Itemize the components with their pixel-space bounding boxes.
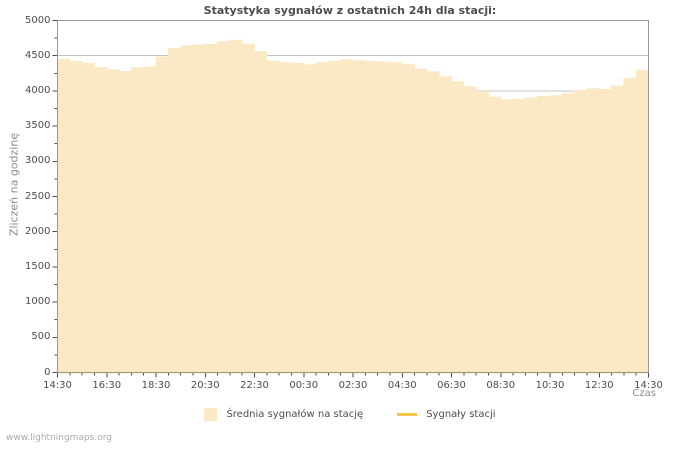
- y-tick-label: 3500: [25, 120, 51, 132]
- x-tick-label: 18:30: [141, 379, 171, 391]
- x-tick-label: 08:30: [486, 379, 516, 391]
- plot-frame: [57, 20, 649, 373]
- y-tick-label: 4000: [25, 84, 51, 96]
- x-tick-label: 14:30: [634, 379, 663, 391]
- y-tick-label: 5000: [25, 14, 51, 26]
- x-tick-label: 16:30: [92, 379, 122, 391]
- line-swatch-icon: [397, 413, 418, 416]
- y-tick-label: 1000: [25, 296, 51, 308]
- x-tick-label: 20:30: [190, 379, 220, 391]
- y-tick-label: 500: [31, 331, 51, 343]
- series-group: [57, 39, 649, 374]
- legend-label-area: Średnia sygnałów na stację: [226, 409, 364, 420]
- x-tick-label: 00:30: [289, 379, 319, 391]
- chart-legend: Średnia sygnałów na stację Sygnały stacj…: [0, 408, 700, 421]
- y-tick-label: 2000: [25, 225, 51, 237]
- x-tick-label: 22:30: [240, 379, 269, 391]
- x-tick-label: 12:30: [584, 379, 614, 391]
- legend-item-area: Średnia sygnałów na stację: [204, 408, 363, 421]
- y-tick-label: 4500: [25, 49, 51, 61]
- area-swatch-icon: [204, 408, 218, 421]
- x-tick-label: 10:30: [535, 379, 565, 391]
- legend-label-line: Sygnały stacji: [426, 409, 496, 420]
- watermark: www.lightningmaps.org: [6, 433, 112, 443]
- x-tick-label: 14:30: [43, 379, 72, 391]
- y-axis-title: Zliczeń na godzinę: [7, 132, 21, 237]
- y-tick-label: 3000: [25, 155, 51, 167]
- chart-title: Statystyka sygnałów z ostatnich 24h dla …: [203, 4, 497, 17]
- y-tick-label: 1500: [25, 260, 51, 272]
- legend-item-line: Sygnały stacji: [397, 409, 496, 420]
- x-tick-label: 06:30: [437, 379, 466, 391]
- x-axis-title: Czas: [632, 388, 656, 399]
- y-tick-label: 2500: [25, 190, 51, 202]
- x-tick-label: 04:30: [387, 379, 417, 391]
- y-tick-label: 0: [44, 366, 51, 378]
- x-tick-label: 02:30: [338, 379, 368, 391]
